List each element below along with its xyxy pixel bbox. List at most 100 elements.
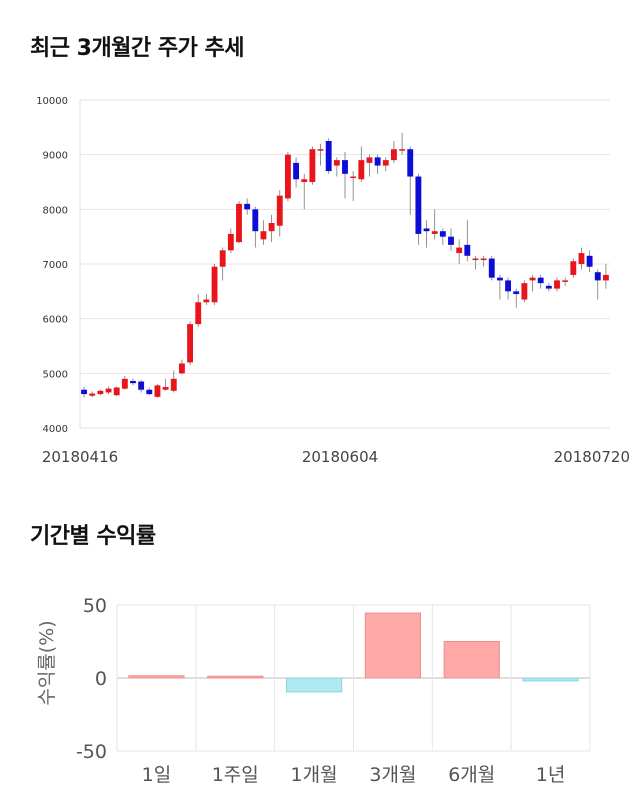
- candle: [325, 141, 332, 172]
- bar-x-tick-label: 6개월: [448, 764, 495, 786]
- candle: [260, 231, 267, 240]
- candle-y-tick-label: 5000: [43, 369, 68, 380]
- candle: [284, 154, 291, 199]
- bar-x-tick-label: 3개월: [369, 764, 416, 786]
- candle: [423, 228, 430, 232]
- candle: [227, 233, 234, 251]
- candle: [505, 280, 512, 292]
- bar-y-axis: -50 0 50: [76, 595, 107, 763]
- candle: [252, 209, 259, 232]
- candle: [586, 255, 593, 267]
- candle: [602, 274, 609, 281]
- candle-grid: [79, 99, 610, 429]
- candle: [317, 149, 324, 151]
- candle: [146, 389, 153, 395]
- candle: [211, 266, 218, 303]
- candle: [448, 236, 454, 245]
- bar-y-axis-label: 수익률(%): [36, 620, 58, 705]
- candle: [358, 160, 365, 180]
- candle-x-tick-label: 20180604: [302, 448, 378, 466]
- candle-y-tick-label: 9000: [43, 151, 68, 162]
- candle: [545, 285, 552, 289]
- bar-x-tick-label: 1년: [536, 764, 566, 786]
- bar-y-tick-label: -50: [76, 741, 107, 763]
- return-bar: [285, 677, 343, 693]
- candle: [170, 378, 177, 391]
- candle: [309, 149, 316, 182]
- bar-x-tick-label: 1주일: [212, 764, 259, 786]
- candle: [97, 390, 104, 395]
- candle: [113, 387, 120, 396]
- candle-y-tick-label: 7000: [43, 260, 68, 271]
- candle: [268, 223, 275, 232]
- candle: [439, 231, 446, 237]
- candle: [138, 381, 145, 390]
- bar-y-tick-label: 0: [95, 668, 107, 690]
- candle-x-axis: 20180416 20180604 20180720: [42, 448, 630, 466]
- candle: [562, 280, 569, 282]
- candle: [521, 283, 528, 300]
- candle: [154, 385, 161, 397]
- candle: [415, 176, 422, 234]
- candle: [480, 258, 487, 261]
- candle: [162, 387, 169, 390]
- candle-x-tick-label: 20180720: [554, 448, 630, 466]
- candle-y-tick-label: 8000: [43, 205, 68, 216]
- candle: [374, 157, 381, 166]
- candle: [333, 160, 340, 166]
- bar-y-tick-label: 50: [83, 595, 107, 617]
- candle: [105, 388, 112, 393]
- candle: [130, 380, 136, 384]
- return-bar: [128, 675, 185, 679]
- candle: [244, 203, 251, 210]
- candle: [570, 261, 577, 275]
- candle: [293, 162, 300, 180]
- candle: [407, 149, 414, 177]
- candle: [178, 363, 185, 374]
- candle: [464, 244, 471, 256]
- candle: [399, 149, 406, 151]
- candle: [89, 393, 96, 396]
- candle: [195, 302, 202, 325]
- candle: [236, 203, 242, 243]
- candle: [390, 149, 397, 161]
- return-bar: [443, 641, 500, 679]
- candle-y-tick-label: 6000: [43, 315, 68, 326]
- candle-y-tick-label: 4000: [43, 424, 68, 435]
- candle: [456, 247, 463, 254]
- bar-x-tick-label: 1일: [142, 764, 172, 786]
- bar-series: [128, 612, 579, 693]
- candle: [578, 253, 585, 264]
- candle-y-tick-label: 10000: [36, 96, 68, 107]
- candle: [382, 160, 389, 166]
- candle-y-axis: 4000 5000 6000 7000 8000 9000 10000: [36, 96, 68, 435]
- candle: [513, 291, 520, 295]
- bar-grid: [116, 604, 591, 752]
- returns-chart-title: 기간별 수익률: [30, 524, 156, 549]
- bar-x-axis: 1일 1주일 1개월 3개월 6개월 1년: [142, 764, 566, 786]
- return-bar: [364, 612, 422, 679]
- candle: [342, 160, 348, 174]
- return-bar: [207, 675, 264, 679]
- candle: [496, 277, 503, 281]
- candle: [472, 258, 479, 261]
- candle: [301, 179, 308, 182]
- candle-x-tick-label: 20180416: [42, 448, 118, 466]
- candle: [529, 277, 536, 281]
- candle: [276, 195, 283, 226]
- candle: [187, 324, 194, 363]
- candle: [219, 250, 226, 267]
- candle: [594, 272, 601, 281]
- candle: [366, 157, 373, 163]
- candle: [554, 280, 560, 289]
- return-bar: [522, 677, 579, 682]
- bar-x-tick-label: 1개월: [291, 764, 338, 786]
- candle: [203, 299, 210, 303]
- returns-bar-chart: -50 0 50 1일 1주일 1개월 3개월 6개월 1년 수익률(%): [36, 595, 591, 786]
- candle: [81, 389, 88, 395]
- candle: [350, 176, 357, 179]
- candle-series: [81, 132, 609, 398]
- candle: [537, 277, 544, 284]
- candle: [431, 231, 438, 234]
